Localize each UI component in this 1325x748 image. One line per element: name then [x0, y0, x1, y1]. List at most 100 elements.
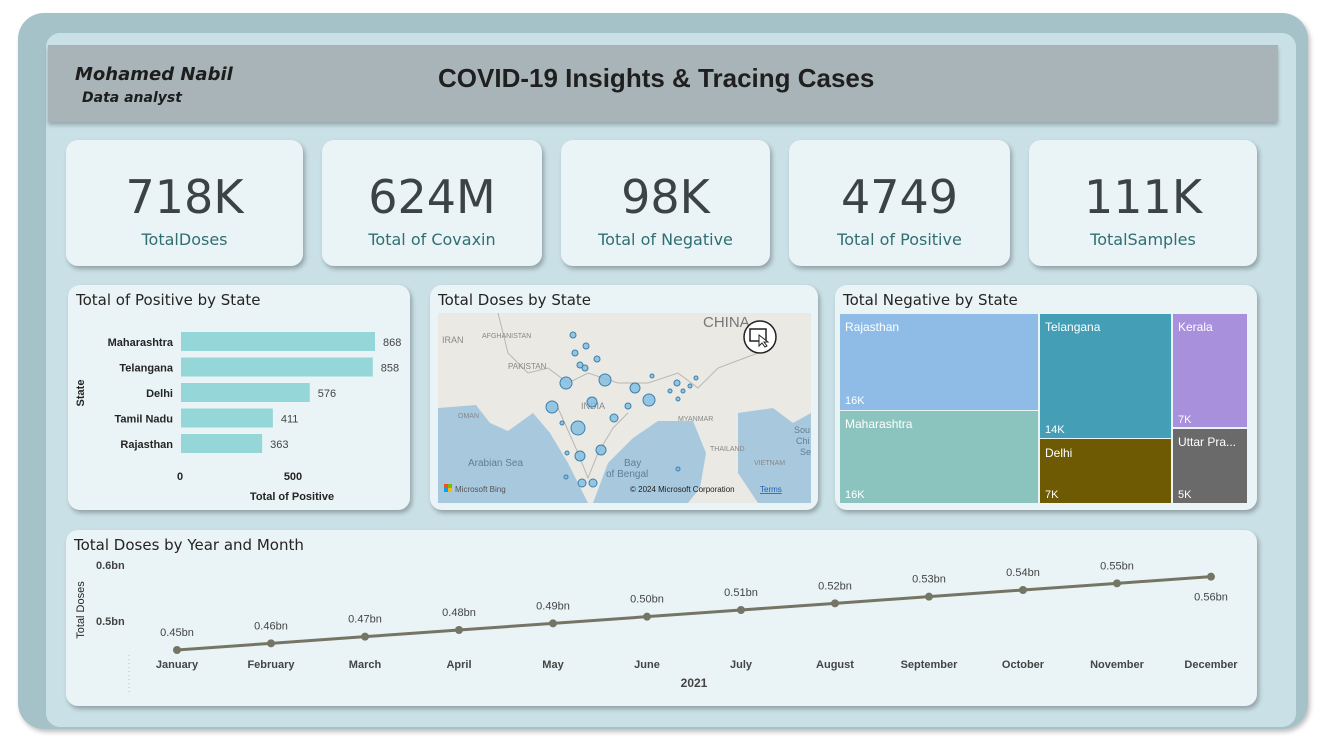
bar[interactable] — [181, 332, 375, 351]
map-bubble[interactable] — [629, 382, 641, 394]
bar-value-label: 858 — [381, 363, 399, 375]
tile-value: 16K — [845, 395, 865, 407]
map-bubble[interactable] — [570, 420, 586, 436]
data-label: 0.47bn — [348, 614, 382, 626]
kpi-value: 98K — [621, 170, 710, 224]
line-point[interactable] — [925, 592, 933, 601]
y-axis-label: Total Doses — [75, 581, 87, 639]
kpi-card-positive[interactable]: 4749 Total of Positive — [789, 140, 1010, 266]
treemap-tile[interactable] — [1040, 314, 1171, 438]
bar[interactable] — [181, 434, 263, 453]
map-bubble[interactable] — [571, 349, 579, 357]
map-bubble[interactable] — [559, 420, 565, 426]
treemap-tile-rajasthan[interactable]: Rajasthan 16K — [840, 314, 1038, 410]
x-tick-500: 500 — [284, 471, 302, 483]
kpi-card-samples[interactable]: 111K TotalSamples — [1029, 140, 1257, 266]
map-bubble[interactable] — [624, 402, 632, 410]
line-point[interactable] — [361, 632, 369, 641]
kpi-label: TotalDoses — [141, 230, 228, 249]
line-point[interactable] — [1113, 579, 1121, 588]
treemap-tile-uttar-pradesh[interactable]: Uttar Pra... 5K — [1173, 429, 1247, 503]
line-point[interactable] — [267, 639, 275, 648]
map-copyright: © 2024 Microsoft Corporation — [630, 485, 735, 494]
map-bubble[interactable] — [680, 388, 686, 394]
treemap-tile-telangana[interactable]: Telangana 14K — [1040, 314, 1171, 438]
map-bubble[interactable] — [545, 400, 559, 414]
line-point[interactable] — [549, 619, 557, 628]
bar[interactable] — [181, 408, 273, 428]
chart-title: Total Doses by State — [438, 291, 592, 309]
negative-by-state-treemap[interactable]: Total Negative by State Rajasthan 16K Ma… — [835, 285, 1257, 510]
line-point[interactable] — [643, 612, 651, 621]
data-label: 0.53bn — [912, 574, 946, 586]
treemap-tile[interactable] — [1173, 314, 1247, 427]
treemap-tile-maharashtra[interactable]: Maharashtra 16K — [840, 411, 1038, 503]
bar[interactable] — [181, 383, 310, 402]
map-bubble[interactable] — [693, 375, 699, 381]
line-point[interactable] — [831, 599, 839, 608]
map-bubble[interactable] — [576, 361, 584, 369]
map-bubble[interactable] — [593, 355, 601, 363]
map-bubble[interactable] — [588, 478, 598, 488]
kpi-label: Total of Positive — [837, 230, 962, 249]
map-bubble[interactable] — [649, 373, 655, 379]
map-bubble[interactable] — [598, 373, 612, 387]
bar-category-label: Delhi — [146, 388, 173, 400]
map-svg[interactable]: CHINA AFGHANISTAN IRAN PAKISTAN INDIA OM… — [438, 313, 811, 503]
kpi-card-total-doses[interactable]: 718K TotalDoses — [66, 140, 303, 266]
line-point[interactable] — [1207, 572, 1215, 581]
map-bubble[interactable] — [667, 388, 673, 394]
map-label: MYANMAR — [678, 416, 713, 423]
map-bubbles[interactable] — [545, 331, 699, 488]
map-bubble[interactable] — [687, 383, 693, 389]
kpi-card-negative[interactable]: 98K Total of Negative — [561, 140, 770, 266]
line-point[interactable] — [455, 626, 463, 634]
map-bubble[interactable] — [642, 393, 656, 407]
tile-name: Uttar Pra... — [1178, 435, 1236, 449]
map-bubble[interactable] — [569, 331, 577, 339]
map-terms-link[interactable]: Terms — [760, 485, 782, 494]
line-point[interactable] — [173, 646, 181, 654]
doses-by-month-chart[interactable]: Total Doses by Year and Month Total Dose… — [66, 530, 1257, 706]
map-bubble[interactable] — [673, 379, 681, 387]
map-bubble[interactable] — [581, 364, 589, 372]
x-tick-label: February — [247, 659, 295, 671]
map-bubble[interactable] — [574, 450, 586, 462]
treemap-tile[interactable] — [840, 411, 1038, 503]
kpi-value: 111K — [1084, 170, 1202, 224]
map-bubble[interactable] — [582, 342, 590, 350]
treemap-tile[interactable] — [840, 314, 1038, 410]
focus-mode-icon[interactable] — [743, 320, 777, 354]
doses-by-state-map-card[interactable]: Total Doses by State CHINA AFGHANISTAN I… — [430, 285, 818, 510]
line-point[interactable] — [1019, 586, 1027, 594]
data-label: 0.48bn — [442, 607, 476, 619]
map-bubble[interactable] — [563, 474, 569, 480]
positive-by-state-chart[interactable]: Total of Positive by State State 0 500 T… — [68, 285, 410, 510]
bing-label: Microsoft Bing — [455, 485, 506, 494]
bar[interactable] — [181, 357, 373, 377]
map-bubble[interactable] — [586, 396, 598, 408]
map-bubble[interactable] — [609, 413, 619, 423]
map-bubble[interactable] — [675, 466, 681, 472]
map-bubble[interactable] — [595, 444, 607, 456]
bing-logo-icon-part — [448, 488, 452, 492]
treemap-tile-kerala[interactable]: Kerala 7K — [1173, 314, 1247, 427]
x-tick-label: November — [1090, 659, 1145, 671]
treemap-tile[interactable] — [1173, 429, 1247, 503]
kpi-card-covaxin[interactable]: 624M Total of Covaxin — [322, 140, 542, 266]
y-tick-label: 0.6bn — [96, 560, 125, 572]
chart-title: Total Negative by State — [843, 291, 1018, 309]
line-chart-svg: Total Doses 0.6bn 0.5bn 2021 0.45bn Janua… — [75, 560, 1238, 692]
map-bubble[interactable] — [559, 376, 573, 390]
map-bubble[interactable] — [564, 450, 570, 456]
treemap-tile-delhi[interactable]: Delhi 7K — [1040, 439, 1171, 503]
author-role: Data analyst — [82, 90, 182, 106]
y-axis-label: State — [75, 380, 87, 407]
map-label: THAILAND — [710, 446, 745, 453]
map-label: AFGHANISTAN — [482, 333, 531, 340]
map-bubble[interactable] — [577, 478, 587, 488]
bar-category-label: Telangana — [119, 363, 173, 375]
line-point[interactable] — [737, 606, 745, 614]
map-bubble[interactable] — [675, 396, 681, 402]
treemap-tile[interactable] — [1040, 439, 1171, 503]
